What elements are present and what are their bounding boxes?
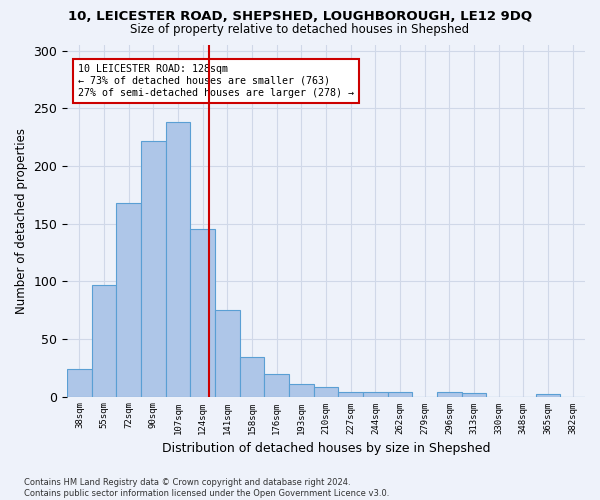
Bar [265, 374, 289, 396]
Bar [289, 384, 314, 396]
Bar [314, 388, 338, 396]
Y-axis label: Number of detached properties: Number of detached properties [15, 128, 28, 314]
Bar [240, 358, 265, 397]
Bar [141, 140, 166, 396]
Bar [116, 203, 141, 396]
Bar [166, 122, 190, 396]
Text: Contains HM Land Registry data © Crown copyright and database right 2024.
Contai: Contains HM Land Registry data © Crown c… [24, 478, 389, 498]
Bar [92, 284, 116, 397]
Bar [215, 310, 240, 396]
Bar [388, 392, 412, 396]
Text: Size of property relative to detached houses in Shepshed: Size of property relative to detached ho… [130, 22, 470, 36]
Text: 10, LEICESTER ROAD, SHEPSHED, LOUGHBOROUGH, LE12 9DQ: 10, LEICESTER ROAD, SHEPSHED, LOUGHBOROU… [68, 10, 532, 23]
Bar [437, 392, 462, 396]
Bar [338, 392, 363, 396]
Bar [536, 394, 560, 396]
Bar [363, 392, 388, 396]
Bar [67, 369, 92, 396]
Bar [462, 393, 487, 396]
X-axis label: Distribution of detached houses by size in Shepshed: Distribution of detached houses by size … [162, 442, 490, 455]
Bar [190, 230, 215, 396]
Text: 10 LEICESTER ROAD: 128sqm
← 73% of detached houses are smaller (763)
27% of semi: 10 LEICESTER ROAD: 128sqm ← 73% of detac… [77, 64, 353, 98]
